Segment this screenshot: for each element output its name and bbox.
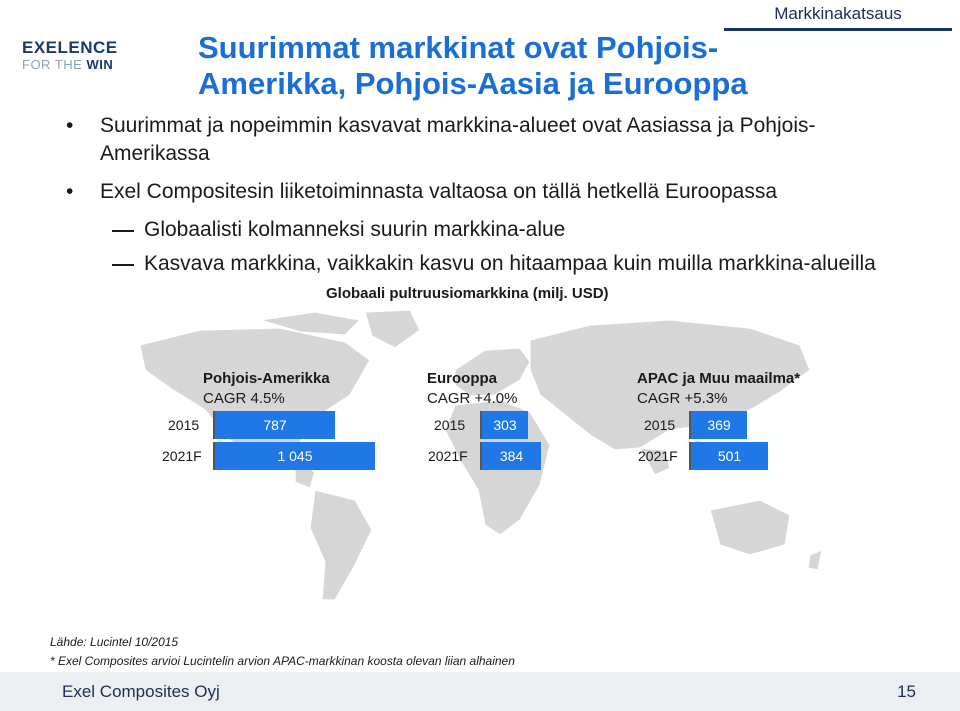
sub-bullet-1: Globaalisti kolmanneksi suurin markkina-… bbox=[62, 216, 922, 244]
year-label: 2015 bbox=[644, 417, 676, 433]
chart-title: Globaali pultruusiomarkkina (milj. USD) bbox=[326, 285, 609, 302]
region-cagr: CAGR 4.5% bbox=[203, 390, 285, 407]
source-note: Lähde: Lucintel 10/2015 * Exel Composite… bbox=[50, 633, 515, 671]
region-cagr: CAGR +5.3% bbox=[637, 390, 728, 407]
region-cagr: CAGR +4.0% bbox=[427, 390, 518, 407]
page-number: 15 bbox=[897, 682, 916, 701]
region-label-north-america: Pohjois-Amerikka CAGR 4.5% bbox=[203, 369, 330, 409]
bullet-list: Suurimmat ja nopeimmin kasvavat markkina… bbox=[62, 112, 922, 284]
bar-value-label: 1 045 bbox=[277, 448, 313, 464]
year-label: 2015 bbox=[434, 417, 466, 433]
bar: 303 bbox=[480, 411, 528, 439]
bar-value-label: 384 bbox=[499, 448, 524, 464]
bar-value-label: 369 bbox=[707, 417, 731, 433]
bullet-2: Exel Compositesin liiketoiminnasta valta… bbox=[62, 178, 922, 206]
year-label: 2021F bbox=[638, 448, 678, 464]
source-line-1: Lähde: Lucintel 10/2015 bbox=[50, 635, 179, 649]
bar-value-label: 303 bbox=[493, 417, 517, 433]
footer-company: Exel Composites Oyj bbox=[62, 682, 220, 701]
bar-value-label: 787 bbox=[263, 417, 287, 433]
year-label: 2021F bbox=[162, 448, 202, 464]
source-line-2: * Exel Composites arvioi Lucintelin arvi… bbox=[50, 654, 515, 668]
bar: 501 bbox=[689, 442, 768, 470]
year-label: 2021F bbox=[428, 448, 468, 464]
year-label: 2015 bbox=[168, 417, 200, 433]
bar: 787 bbox=[213, 411, 335, 439]
bar: 369 bbox=[689, 411, 747, 439]
bar: 384 bbox=[480, 442, 541, 470]
bar-value-label: 501 bbox=[717, 448, 742, 464]
logo-line-1: EXELENCE bbox=[22, 38, 118, 57]
slide-title: Suurimmat markkinat ovat Pohjois-Amerikk… bbox=[198, 30, 748, 101]
region-name: Eurooppa bbox=[427, 370, 497, 387]
company-logo: EXELENCE FOR THE WIN bbox=[22, 38, 118, 72]
logo-line-2: FOR THE WIN bbox=[22, 57, 114, 72]
region-label-apac: APAC ja Muu maailma* CAGR +5.3% bbox=[637, 369, 800, 409]
section-label: Markkinakatsaus bbox=[724, 4, 952, 31]
bar: 1 045 bbox=[213, 442, 375, 470]
region-label-europe: Eurooppa CAGR +4.0% bbox=[427, 369, 517, 409]
sub-bullet-2: Kasvava markkina, vaikkakin kasvu on hit… bbox=[62, 250, 934, 278]
region-name: Pohjois-Amerikka bbox=[203, 370, 330, 387]
region-name: APAC ja Muu maailma* bbox=[637, 370, 801, 387]
bullet-1: Suurimmat ja nopeimmin kasvavat markkina… bbox=[62, 112, 922, 168]
footer-bar: Exel Composites Oyj 15 bbox=[0, 672, 960, 711]
